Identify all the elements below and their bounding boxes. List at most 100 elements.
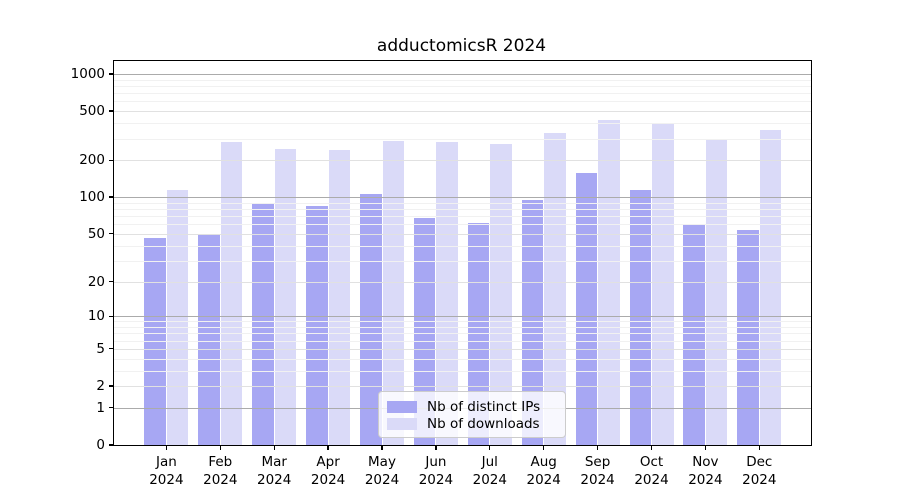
y-tick-label: 0 (96, 437, 105, 453)
y-tick-mark (109, 233, 114, 235)
bar-distinct-ips (360, 193, 382, 445)
y-tick-mark (109, 73, 114, 75)
gridline-minor (114, 370, 811, 372)
y-tick-label: 10 (87, 308, 105, 325)
gridline-minor (114, 340, 811, 342)
x-tick-label: Jun 2024 (418, 454, 454, 488)
x-tick-mark (165, 445, 168, 450)
gridline (114, 111, 811, 113)
gridline-minor (114, 245, 811, 247)
x-tick-mark (435, 445, 437, 450)
gridline (114, 160, 811, 162)
x-tick-mark (543, 445, 545, 450)
gridline (114, 281, 811, 283)
x-tick-label: Aug 2024 (526, 454, 561, 488)
legend-label: Nb of downloads (427, 415, 540, 432)
gridline-minor (114, 79, 811, 81)
gridline-major (114, 197, 811, 199)
bar-distinct-ips (629, 189, 651, 445)
x-tick-mark (704, 445, 707, 450)
y-tick-label: 5 (96, 340, 105, 357)
y-tick-label: 20 (87, 273, 105, 290)
y-tick-label: 1 (96, 399, 105, 416)
y-tick-label: 50 (87, 225, 105, 242)
y-tick-label: 1000 (70, 66, 105, 82)
bar-downloads (759, 130, 782, 445)
gridline-minor (114, 202, 811, 204)
gridline-minor (114, 358, 811, 360)
gridline (114, 348, 811, 350)
legend-swatch (387, 417, 417, 430)
bar-downloads (328, 150, 351, 445)
x-tick-label: Apr 2024 (310, 454, 346, 488)
x-tick-mark (489, 445, 491, 450)
bar-distinct-ips (144, 238, 166, 445)
gridline-major (114, 74, 811, 75)
x-tick-mark (758, 445, 760, 450)
bar-downloads (274, 148, 297, 445)
legend: Nb of distinct IPs Nb of downloads (378, 391, 566, 438)
gridline-minor (114, 138, 811, 140)
gridline-major (114, 316, 811, 318)
x-tick-label: May 2024 (364, 454, 400, 488)
y-tick-mark (109, 196, 114, 198)
bar-downloads (652, 123, 674, 445)
legend-swatch (387, 400, 417, 413)
x-tick-label: Jan 2024 (149, 454, 184, 488)
gridline-minor (114, 101, 811, 103)
bar-distinct-ips (252, 202, 274, 445)
bar-distinct-ips (306, 206, 328, 445)
y-tick-label: 200 (79, 152, 105, 169)
legend-label: Nb of distinct IPs (427, 398, 541, 415)
y-tick-mark (109, 385, 114, 387)
y-tick-mark (109, 280, 114, 283)
bar-distinct-ips (737, 229, 759, 445)
gridline-minor (114, 327, 811, 328)
y-tick-mark (109, 348, 114, 350)
y-tick-label: 2 (96, 378, 105, 394)
y-tick-label: 100 (79, 189, 105, 206)
gridline (114, 386, 811, 387)
x-tick-mark (596, 445, 599, 450)
y-tick-mark (109, 159, 114, 161)
bar-distinct-ips (413, 217, 436, 445)
plot-area: Nb of distinct IPs Nb of downloads 0 1 2 5 1… (71, 60, 812, 488)
gridline-minor (114, 216, 811, 218)
bar-downloads (436, 141, 458, 445)
gridline-minor (114, 260, 811, 262)
bar-downloads (166, 190, 189, 445)
gridline-minor (114, 224, 811, 226)
bar-downloads (544, 133, 566, 445)
y-tick-mark (109, 407, 114, 409)
x-tick-mark (219, 445, 221, 450)
bar-downloads (705, 138, 728, 445)
x-tick-label: Dec 2024 (742, 454, 777, 488)
y-tick-mark (109, 444, 114, 446)
legend-row: Nb of downloads (387, 415, 557, 432)
chart-title: adductomicsR 2024 (376, 36, 547, 56)
bar-distinct-ips (198, 234, 220, 445)
gridline-minor (114, 333, 811, 335)
x-tick-mark (273, 445, 275, 450)
x-tick-mark (327, 445, 329, 450)
gridline-minor (114, 321, 811, 323)
bar-distinct-ips (683, 225, 705, 445)
x-tick-label: Jul 2024 (472, 454, 507, 488)
gridline-minor (114, 123, 811, 125)
bar-distinct-ips (575, 173, 598, 445)
x-tick-label: Nov 2024 (688, 454, 723, 488)
legend-row: Nb of distinct IPs (387, 398, 557, 415)
y-tick-mark (109, 315, 114, 317)
gridline-minor (114, 93, 811, 95)
x-tick-mark (381, 445, 383, 450)
x-tick-label: Mar 2024 (257, 454, 292, 488)
bar-downloads (220, 141, 243, 445)
y-tick-mark (109, 110, 114, 112)
bar-downloads (490, 143, 512, 445)
gridline (114, 233, 811, 235)
x-tick-label: Feb 2024 (203, 454, 238, 488)
x-tick-label: Sep 2024 (580, 454, 615, 488)
x-tick-mark (650, 445, 653, 450)
gridline-minor (114, 209, 811, 210)
